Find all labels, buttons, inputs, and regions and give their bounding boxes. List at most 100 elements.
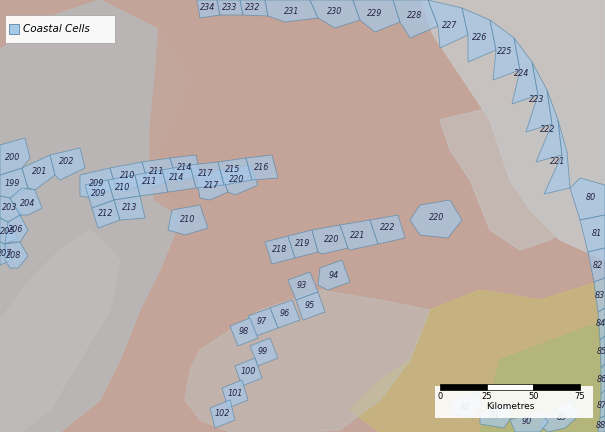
Text: 221: 221 [350,231,365,239]
Text: 226: 226 [473,32,488,41]
Polygon shape [110,162,148,192]
Polygon shape [510,410,548,432]
Polygon shape [0,0,190,432]
Text: 90: 90 [522,417,532,426]
Text: 86: 86 [597,375,605,384]
Polygon shape [222,380,248,408]
Polygon shape [540,400,580,432]
Text: 99: 99 [258,347,268,356]
Polygon shape [312,225,348,254]
Bar [534,384,580,390]
Text: 222: 222 [381,223,396,232]
Polygon shape [353,0,400,32]
Polygon shape [190,162,224,188]
Text: 210: 210 [180,216,195,225]
Text: 214: 214 [177,162,192,172]
Polygon shape [380,0,605,260]
Polygon shape [114,196,145,220]
Text: 50: 50 [528,392,538,401]
Text: Coastal Cells: Coastal Cells [23,24,90,34]
Text: 87: 87 [597,401,605,410]
Text: 230: 230 [327,7,342,16]
Polygon shape [588,248,605,282]
Text: 80: 80 [586,194,596,203]
Text: 224: 224 [514,69,530,77]
Bar [5,15,115,43]
Text: 91: 91 [490,410,500,419]
Text: 89: 89 [557,413,567,422]
Polygon shape [210,400,235,428]
Text: 83: 83 [595,292,605,301]
Polygon shape [162,165,196,192]
Bar [440,384,486,390]
Polygon shape [0,138,30,175]
Text: 210: 210 [120,172,136,181]
Polygon shape [10,188,42,215]
Polygon shape [594,278,605,312]
Polygon shape [428,0,468,48]
Text: 225: 225 [497,48,512,57]
Polygon shape [318,260,350,290]
Polygon shape [462,8,496,62]
Polygon shape [170,155,200,182]
Polygon shape [142,158,176,188]
Text: 211: 211 [142,178,158,187]
Polygon shape [230,318,258,346]
Text: 219: 219 [295,238,311,248]
Text: Kilometres: Kilometres [486,402,534,411]
Text: 216: 216 [254,162,270,172]
Polygon shape [526,62,552,132]
Text: 201: 201 [32,168,48,177]
Polygon shape [512,38,538,104]
Polygon shape [0,242,12,265]
Polygon shape [92,200,120,228]
Polygon shape [108,175,140,200]
Text: 227: 227 [442,20,458,29]
Polygon shape [270,300,300,328]
Text: 208: 208 [6,251,22,260]
Polygon shape [350,280,605,432]
Text: 0: 0 [437,392,443,401]
Text: 94: 94 [329,271,339,280]
Polygon shape [217,0,243,15]
Text: 97: 97 [257,318,267,327]
Polygon shape [601,364,605,394]
Polygon shape [544,120,570,194]
Polygon shape [410,200,462,238]
Polygon shape [265,236,295,264]
Text: 211: 211 [149,168,165,177]
Polygon shape [480,402,512,428]
Text: 210: 210 [116,184,131,193]
Polygon shape [5,242,28,268]
Polygon shape [0,196,22,222]
Polygon shape [0,168,28,198]
Polygon shape [536,90,562,162]
Polygon shape [250,338,278,366]
Polygon shape [490,20,520,80]
Text: 228: 228 [407,12,423,20]
Polygon shape [150,0,440,270]
Polygon shape [197,0,220,18]
Polygon shape [370,215,405,244]
Text: 213: 213 [122,203,138,213]
Polygon shape [288,230,318,258]
Text: 207: 207 [0,248,13,257]
Polygon shape [450,392,482,418]
Text: 222: 222 [540,126,555,134]
Polygon shape [248,308,278,336]
Text: 84: 84 [596,320,605,328]
Text: 220: 220 [430,213,445,222]
Text: 223: 223 [529,95,544,105]
Polygon shape [22,155,55,190]
Text: 206: 206 [8,226,24,235]
Text: 231: 231 [284,6,299,16]
Text: 218: 218 [272,245,288,254]
Polygon shape [246,155,278,180]
Polygon shape [240,0,268,16]
Text: 217: 217 [198,169,214,178]
Text: 82: 82 [593,260,603,270]
Text: 229: 229 [367,10,383,19]
Text: 88: 88 [596,422,605,431]
Polygon shape [50,148,85,180]
Text: 101: 101 [227,390,243,398]
